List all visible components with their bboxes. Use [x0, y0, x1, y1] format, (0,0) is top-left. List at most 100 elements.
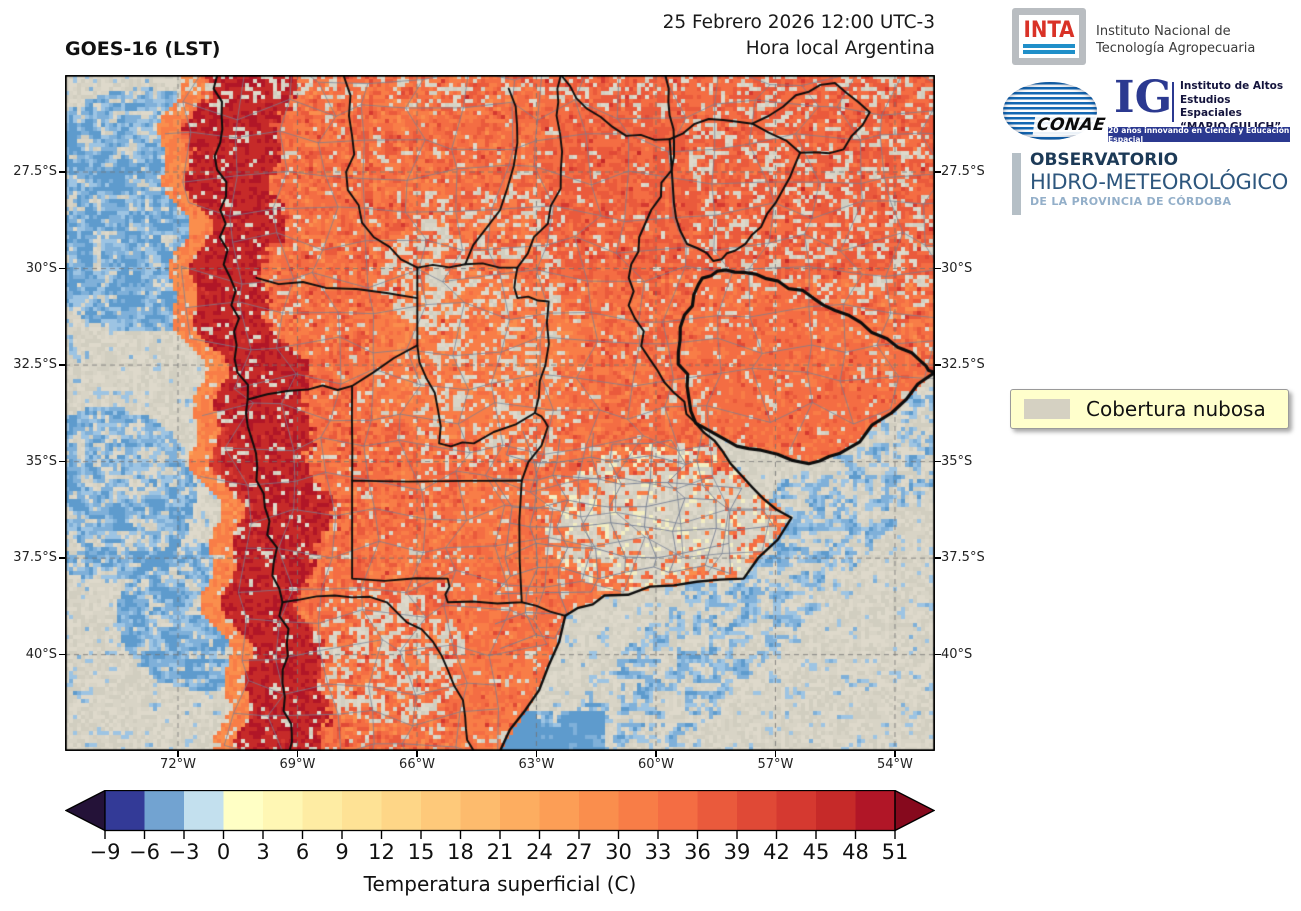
- colorbar-tick-label: 18: [447, 840, 474, 864]
- colorbar-segment: [776, 790, 817, 831]
- colorbar-tick-label: 39: [723, 840, 751, 864]
- inta-name-line1: Instituto Nacional de: [1096, 24, 1231, 39]
- inta-name: Instituto Nacional de Tecnología Agropec…: [1096, 23, 1255, 57]
- lat-tick-mark: [935, 364, 941, 366]
- lon-tick-mark: [296, 751, 299, 757]
- lat-tick-label-right: 35°S: [941, 453, 973, 469]
- colorbar-tick-label: 15: [407, 840, 435, 864]
- colorbar-segment: [302, 790, 343, 831]
- colorbar-tick-label: 21: [486, 840, 514, 864]
- inta-logo-text: INTA: [1023, 17, 1075, 43]
- colorbar-axis-label: Temperatura superficial (C): [363, 872, 637, 896]
- lon-tick-label: 72°W: [160, 757, 196, 772]
- observatorio-line3: DE LA PROVINCIA DE CÓRDOBA: [1030, 195, 1232, 208]
- observatorio-line1: OBSERVATORIO: [1030, 150, 1179, 170]
- lat-tick-mark: [935, 653, 941, 656]
- ig-logo-banner: 20 años innovando en Ciencia y Educación…: [1108, 125, 1290, 144]
- colorbar-tick-label: 33: [644, 840, 672, 864]
- colorbar-tick-label: 3: [256, 840, 270, 864]
- cloud-cover-swatch: [1024, 399, 1070, 419]
- inta-logo-bar: [1023, 49, 1075, 54]
- lat-tick-label-right: 30°S: [941, 260, 973, 276]
- lat-tick-label-right: 32.5°S: [941, 357, 985, 373]
- lon-tick-mark: [535, 751, 538, 757]
- colorbar-segment: [737, 790, 777, 831]
- colorbar-segment: [500, 790, 540, 831]
- colorbar-tick-label: 42: [763, 840, 790, 864]
- colorbar-segment: [618, 790, 659, 831]
- colorbar-arrow: [65, 790, 106, 832]
- lon-tick-label: 57°W: [757, 757, 794, 772]
- colorbar-tick-label: 12: [368, 840, 395, 864]
- lon-tick-label: 66°W: [399, 757, 435, 772]
- colorbar-tick-label: 24: [526, 840, 553, 864]
- colorbar-segment: [539, 790, 580, 831]
- colorbar-segment: [342, 790, 382, 831]
- map-title: GOES-16 (LST): [65, 38, 221, 60]
- colorbar-tick-label: 6: [295, 840, 310, 864]
- colorbar-tick-label: 30: [605, 840, 632, 864]
- ig-logo-divider: [1172, 82, 1174, 122]
- datetime-title: 25 Febrero 2026 12:00 UTC-3 Hora local A…: [430, 10, 935, 62]
- lat-tick-label-left: 40°S: [25, 646, 57, 662]
- lon-tick-mark: [774, 751, 777, 757]
- lat-tick-label-left: 35°S: [25, 453, 57, 469]
- lst-map-canvas: [65, 75, 935, 751]
- lat-tick-mark: [59, 653, 65, 656]
- inta-logo: INTA: [1012, 8, 1086, 65]
- lat-tick-label-left: 32.5°S: [13, 357, 57, 373]
- conae-logo-text: CONAE: [1032, 115, 1110, 135]
- lon-tick-mark: [655, 751, 657, 757]
- colorbar-segment: [855, 790, 896, 831]
- colorbar-segment: [579, 790, 619, 831]
- colorbar-segment: [184, 790, 224, 831]
- datetime-line1: 25 Febrero 2026 12:00 UTC-3: [662, 12, 935, 33]
- colorbar-segment: [223, 790, 264, 831]
- ig-name-line1: Instituto de Altos: [1180, 80, 1284, 92]
- colorbar-segment: [421, 790, 461, 831]
- lat-tick-label-right: 37.5°S: [941, 550, 985, 566]
- lat-tick-label-left: 37.5°S: [13, 550, 57, 566]
- lat-tick-mark: [935, 557, 941, 559]
- colorbar-segment: [263, 790, 303, 831]
- lat-tick-label-left: 27.5°S: [13, 164, 57, 179]
- lat-tick-mark: [59, 557, 65, 559]
- observatorio-line2: HIDRO-METEOROLÓGICO: [1030, 170, 1289, 194]
- lat-tick-mark: [59, 171, 65, 173]
- colorbar-segment: [697, 790, 738, 831]
- inta-logo-bar: [1023, 43, 1075, 48]
- colorbar-segment: [460, 790, 501, 831]
- colorbar-tick-label: 0: [216, 840, 231, 864]
- lon-tick-mark: [894, 751, 896, 757]
- ig-logo-letters: IG: [1114, 72, 1173, 123]
- gulich-institute-logo: IG Instituto de Altos Estudios Espaciale…: [1108, 72, 1290, 144]
- colorbar-tick-label: 45: [802, 840, 830, 864]
- colorbar-tick-label: 27: [565, 840, 593, 864]
- inta-name-line2: Tecnología Agropecuaria: [1096, 41, 1256, 56]
- lon-tick-label: 54°W: [877, 757, 913, 772]
- lat-tick-label-right: 27.5°S: [941, 164, 985, 179]
- colorbar: [65, 790, 935, 839]
- ig-name-line2: Estudios Espaciales: [1180, 93, 1242, 120]
- colorbar-tick-label: 48: [842, 840, 869, 864]
- lon-tick-label: 63°W: [518, 757, 555, 772]
- lat-tick-mark: [935, 460, 941, 463]
- colorbar-segment: [144, 790, 185, 831]
- colorbar-tick-label: −9: [89, 840, 121, 864]
- colorbar-segment: [105, 790, 145, 831]
- lat-tick-mark: [59, 460, 65, 463]
- datetime-line2: Hora local Argentina: [745, 38, 935, 59]
- lat-tick-mark: [59, 364, 65, 366]
- colorbar-segment: [658, 790, 698, 831]
- colorbar-tick-label: 51: [881, 840, 909, 864]
- lon-tick-mark: [177, 751, 179, 757]
- lat-tick-label-left: 30°S: [25, 260, 57, 276]
- lon-tick-label: 60°W: [638, 757, 674, 772]
- colorbar-tick-label: 36: [684, 840, 711, 864]
- lat-tick-mark: [59, 267, 65, 270]
- observatorio-logo: OBSERVATORIO HIDRO-METEOROLÓGICO DE LA P…: [1030, 150, 1288, 209]
- lon-tick-mark: [416, 751, 418, 757]
- colorbar-segment: [816, 790, 856, 831]
- colorbar-arrow: [894, 790, 935, 832]
